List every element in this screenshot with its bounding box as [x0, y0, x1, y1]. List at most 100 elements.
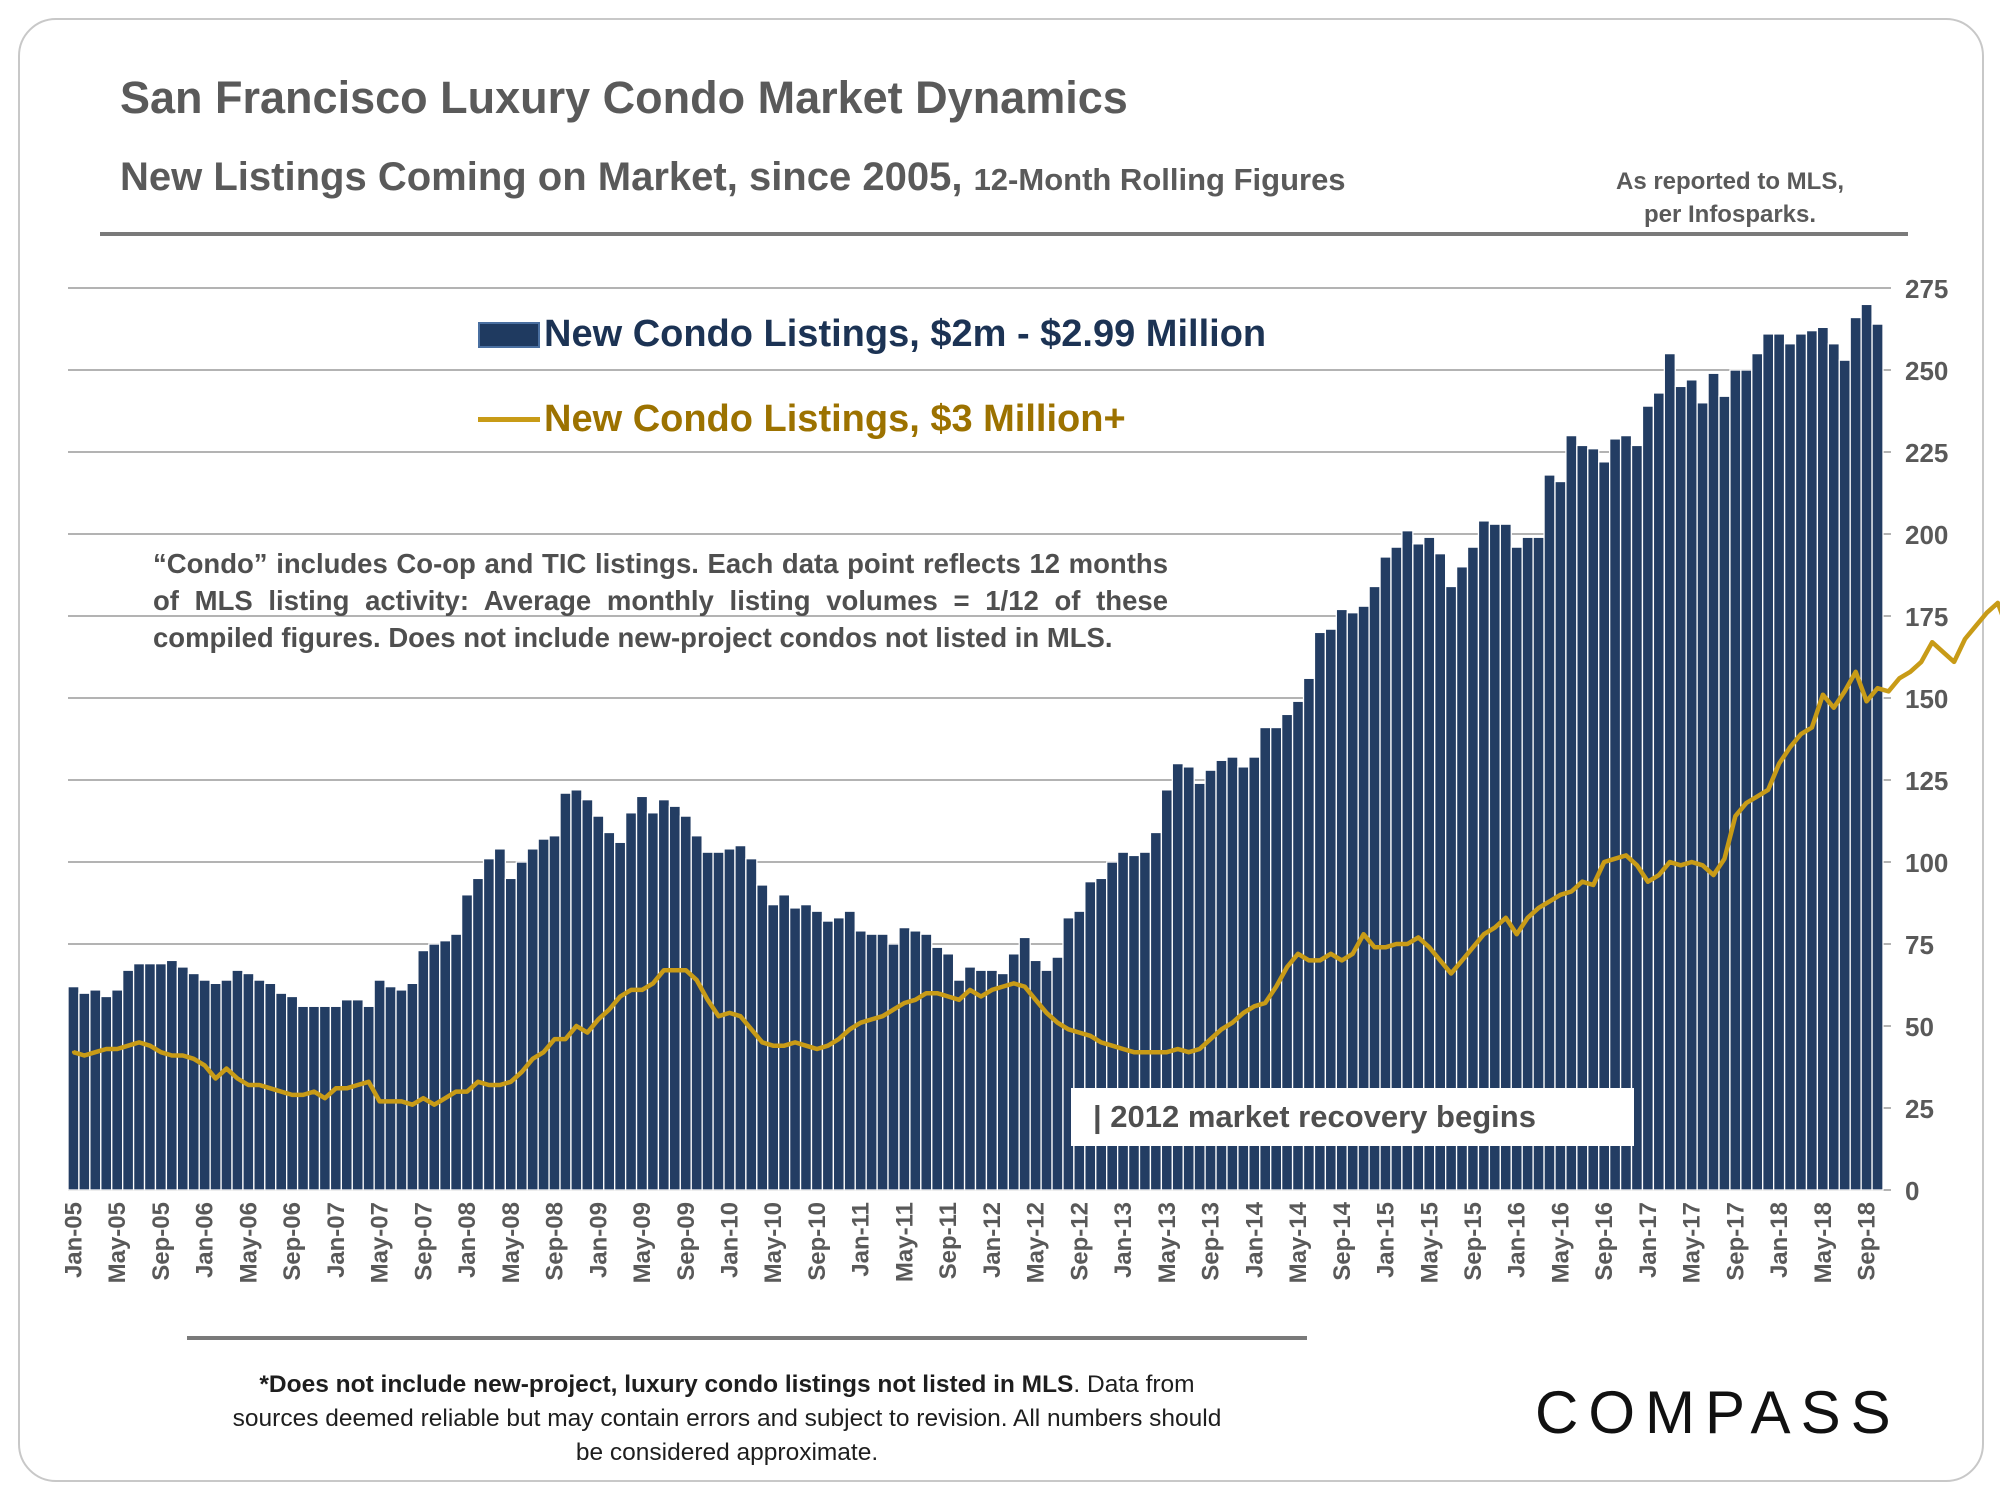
- bar: [701, 851, 714, 1191]
- line-point: [1449, 971, 1453, 976]
- line-point: [356, 1083, 360, 1087]
- header-divider: [100, 232, 1908, 236]
- line-point: [1558, 893, 1563, 897]
- line-point: [1963, 637, 1967, 641]
- line-point: [804, 1044, 808, 1048]
- line-point: [1635, 863, 1639, 867]
- bar: [165, 959, 178, 1191]
- subtitle-small: 12-Month Rolling Figures: [973, 162, 1346, 197]
- line-point: [607, 1008, 611, 1012]
- bar: [143, 963, 157, 1191]
- bar: [515, 861, 528, 1191]
- x-tick-label: Jan-08: [454, 1202, 481, 1278]
- bar: [154, 963, 168, 1191]
- line-point: [399, 1099, 404, 1104]
- line-point: [574, 1024, 579, 1028]
- footnote-bold: *Does not include new-project, luxury co…: [259, 1371, 1074, 1398]
- bar: [1783, 343, 1797, 1191]
- bar: [1838, 359, 1851, 1191]
- y-tick-label: 0: [1905, 1176, 1919, 1206]
- line-point: [1700, 863, 1705, 867]
- line-point: [323, 1096, 327, 1100]
- bar: [931, 946, 944, 1191]
- line-point: [1394, 942, 1399, 946]
- line-point: [1886, 689, 1891, 694]
- bar: [570, 789, 583, 1191]
- line-point: [531, 1057, 535, 1061]
- x-tick-label: Sep-14: [1329, 1201, 1356, 1280]
- bar: [1007, 953, 1020, 1191]
- line-point: [1252, 1004, 1256, 1008]
- source-line-1: As reported to MLS,: [1615, 168, 1844, 195]
- line-point: [1023, 985, 1027, 989]
- line-point: [1646, 880, 1650, 884]
- line-point: [727, 1011, 732, 1015]
- bar: [340, 999, 353, 1191]
- bar: [1685, 379, 1698, 1191]
- line-point: [651, 981, 655, 985]
- bar: [1663, 352, 1676, 1191]
- line-point: [1383, 945, 1388, 949]
- x-tick-label: May-08: [498, 1202, 525, 1283]
- bar: [187, 972, 200, 1191]
- line-point: [1657, 873, 1661, 877]
- bar: [1641, 405, 1655, 1191]
- line-point: [82, 1053, 87, 1058]
- line-point: [1154, 1050, 1158, 1054]
- x-tick-label: Sep-09: [673, 1202, 700, 1281]
- line-point: [279, 1090, 283, 1094]
- bar: [1598, 461, 1611, 1191]
- line-point: [1460, 958, 1464, 963]
- bar: [1609, 438, 1622, 1191]
- bar: [985, 969, 999, 1191]
- bar: [132, 963, 146, 1191]
- line-point: [913, 998, 917, 1002]
- line-point: [826, 1044, 830, 1048]
- line-point: [1569, 889, 1573, 894]
- line-point: [224, 1067, 229, 1071]
- line-point: [782, 1044, 786, 1048]
- bar: [220, 979, 233, 1191]
- line-point: [1012, 981, 1016, 985]
- bar: [78, 992, 91, 1191]
- bar: [1849, 316, 1862, 1191]
- line-point: [509, 1080, 513, 1084]
- line-point: [1482, 932, 1486, 936]
- line-point: [1711, 873, 1716, 877]
- y-tick-label: 200: [1905, 520, 1948, 550]
- line-point: [870, 1017, 874, 1022]
- x-tick-label: Jan-06: [192, 1202, 219, 1278]
- bar: [843, 910, 856, 1191]
- line-point: [378, 1099, 382, 1104]
- x-tick-label: Jan-17: [1635, 1202, 1662, 1278]
- y-tick-label: 225: [1905, 438, 1948, 468]
- line-point: [487, 1083, 491, 1087]
- bar: [537, 838, 550, 1191]
- line-point: [1908, 670, 1912, 674]
- line-point: [345, 1086, 349, 1090]
- bar: [450, 933, 463, 1191]
- line-point: [1722, 857, 1727, 861]
- line-point: [1624, 853, 1628, 858]
- y-tick-label: 75: [1905, 930, 1934, 960]
- line-point: [760, 1040, 764, 1044]
- x-tick-label: Jan-16: [1504, 1202, 1531, 1278]
- line-point: [1832, 706, 1836, 710]
- x-tick-label: May-18: [1810, 1202, 1837, 1283]
- line-point: [935, 991, 939, 995]
- line-point: [235, 1076, 240, 1081]
- line-point: [443, 1096, 447, 1100]
- line-point: [1602, 860, 1606, 864]
- line-point: [793, 1040, 797, 1044]
- line-point: [979, 994, 983, 999]
- line-point: [1001, 985, 1005, 989]
- bar: [1762, 333, 1775, 1191]
- line-point: [1351, 952, 1355, 956]
- y-axis-ticks: 0 25 50 75 100 125 150 175 200 225 250 275: [1905, 274, 1948, 1206]
- line-point: [684, 968, 688, 972]
- line-point: [268, 1086, 272, 1090]
- line-point: [1340, 958, 1344, 963]
- bar: [1696, 402, 1709, 1191]
- line-point: [1219, 1027, 1224, 1031]
- x-tick-label: May-14: [1285, 1201, 1312, 1283]
